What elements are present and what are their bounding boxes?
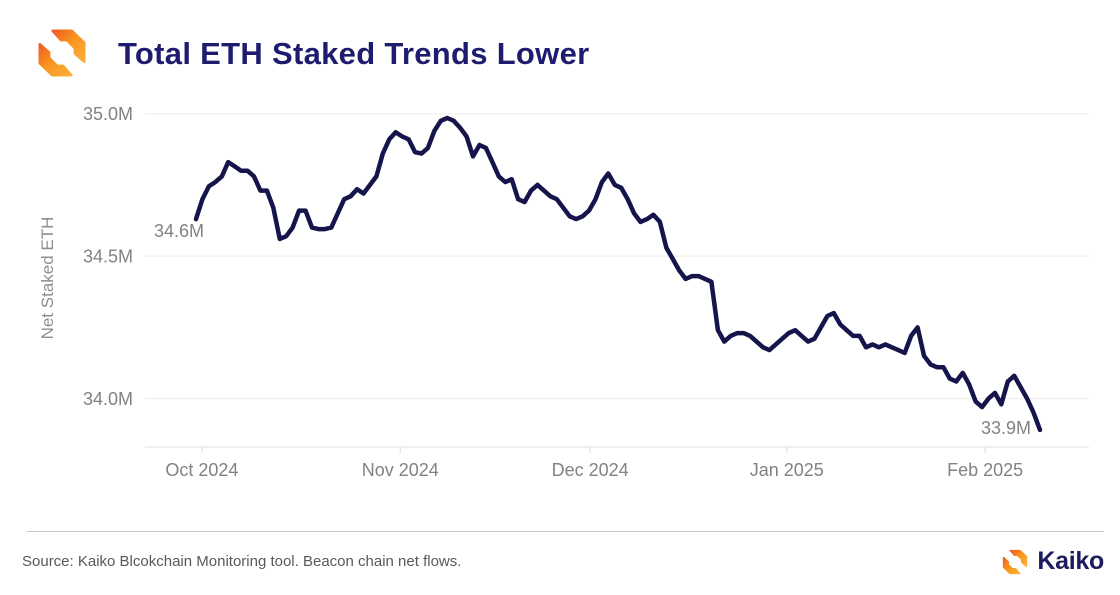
kaiko-logo-icon-small [1003, 549, 1028, 574]
y-tick-label: 35.0M [83, 104, 133, 124]
y-tick-label: 34.5M [83, 247, 133, 267]
footer-brand: Kaiko [1000, 547, 1104, 576]
y-axis-title: Net Staked ETH [38, 216, 57, 340]
chart-canvas: 35.0M 34.5M 34.0M Oct 2024 Nov 2024 Dec 2024 J… [83, 104, 1089, 480]
brand-wordmark: Kaiko [1037, 547, 1104, 575]
page-title: Total ETH Staked Trends Lower [118, 36, 590, 71]
x-tick-label: Nov 2024 [362, 460, 439, 480]
x-tick-label: Jan 2025 [750, 460, 824, 480]
y-tick-label: 34.0M [83, 389, 133, 409]
footer-divider [27, 531, 1104, 532]
x-tick-label: Feb 2025 [947, 460, 1023, 480]
x-tick-label: Oct 2024 [165, 460, 238, 480]
point-annotation: 33.9M [981, 418, 1031, 438]
x-tick-label: Dec 2024 [552, 460, 629, 480]
net-staked-eth-line [193, 115, 1043, 433]
source-note: Source: Kaiko Blcokchain Monitoring tool… [22, 553, 462, 570]
point-annotation: 34.6M [154, 221, 204, 241]
